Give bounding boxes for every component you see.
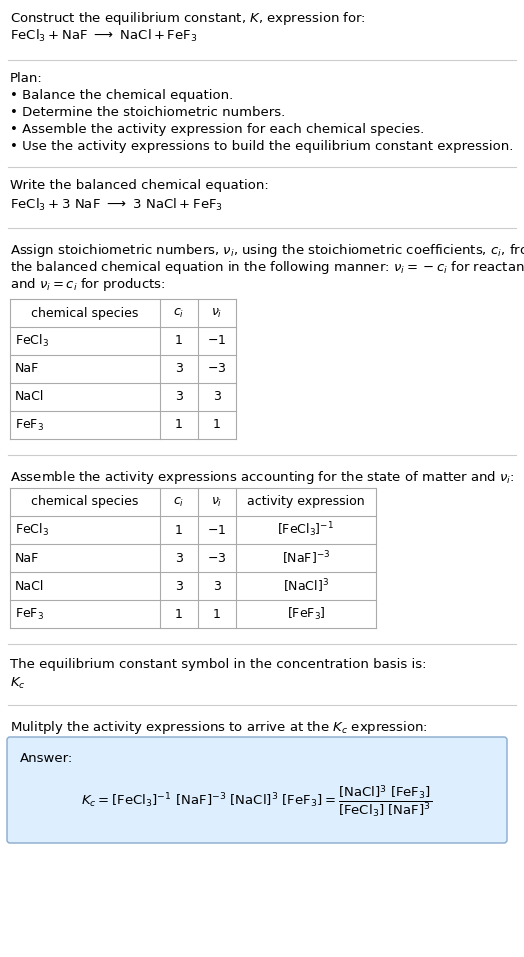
- Text: 3: 3: [175, 551, 183, 565]
- Text: $[\mathrm{NaCl}]^3$: $[\mathrm{NaCl}]^3$: [283, 577, 329, 594]
- Text: $K_c = [\mathrm{FeCl_3}]^{-1}\ [\mathrm{NaF}]^{-3}\ [\mathrm{NaCl}]^3\ [\mathrm{: $K_c = [\mathrm{FeCl_3}]^{-1}\ [\mathrm{…: [81, 784, 433, 820]
- Text: The equilibrium constant symbol in the concentration basis is:: The equilibrium constant symbol in the c…: [10, 658, 427, 671]
- Text: Assemble the activity expressions accounting for the state of matter and $\nu_i$: Assemble the activity expressions accoun…: [10, 469, 515, 486]
- Text: NaF: NaF: [15, 363, 39, 375]
- Text: Write the balanced chemical equation:: Write the balanced chemical equation:: [10, 179, 269, 192]
- Text: 3: 3: [213, 580, 221, 592]
- Text: 1: 1: [175, 418, 183, 432]
- Text: $-3$: $-3$: [208, 363, 227, 375]
- Text: Answer:: Answer:: [20, 752, 73, 765]
- Text: and $\nu_i = c_i$ for products:: and $\nu_i = c_i$ for products:: [10, 276, 166, 293]
- FancyBboxPatch shape: [7, 737, 507, 843]
- Text: $\mathrm{FeCl_3 + 3\ NaF\ \longrightarrow\ 3\ NaCl + FeF_3}$: $\mathrm{FeCl_3 + 3\ NaF\ \longrightarro…: [10, 197, 223, 213]
- Text: $K_c$: $K_c$: [10, 676, 26, 691]
- Text: $-1$: $-1$: [208, 523, 226, 537]
- Text: $c_i$: $c_i$: [173, 496, 184, 508]
- Text: $-3$: $-3$: [208, 551, 227, 565]
- Text: 1: 1: [175, 608, 183, 620]
- Text: $\mathrm{FeF_3}$: $\mathrm{FeF_3}$: [15, 607, 44, 621]
- Text: $\mathrm{FeF_3}$: $\mathrm{FeF_3}$: [15, 417, 44, 433]
- Text: $\mathrm{FeCl_3}$: $\mathrm{FeCl_3}$: [15, 333, 49, 349]
- Text: Mulitply the activity expressions to arrive at the $K_c$ expression:: Mulitply the activity expressions to arr…: [10, 719, 428, 736]
- Text: $[\mathrm{FeF_3}]$: $[\mathrm{FeF_3}]$: [287, 606, 325, 622]
- Text: chemical species: chemical species: [31, 306, 139, 320]
- Text: 1: 1: [175, 335, 183, 347]
- Text: 3: 3: [175, 363, 183, 375]
- Text: $\mathrm{FeCl_3}$: $\mathrm{FeCl_3}$: [15, 522, 49, 538]
- Text: $\nu_i$: $\nu_i$: [211, 306, 223, 320]
- Text: $-1$: $-1$: [208, 335, 226, 347]
- Text: 3: 3: [213, 390, 221, 404]
- Text: 3: 3: [175, 580, 183, 592]
- Text: 3: 3: [175, 390, 183, 404]
- Text: NaF: NaF: [15, 551, 39, 565]
- Text: Assign stoichiometric numbers, $\nu_i$, using the stoichiometric coefficients, $: Assign stoichiometric numbers, $\nu_i$, …: [10, 242, 524, 259]
- Text: chemical species: chemical species: [31, 496, 139, 508]
- Text: 1: 1: [175, 523, 183, 537]
- Text: the balanced chemical equation in the following manner: $\nu_i = -c_i$ for react: the balanced chemical equation in the fo…: [10, 259, 524, 276]
- Text: Plan:: Plan:: [10, 72, 43, 85]
- Text: $c_i$: $c_i$: [173, 306, 184, 320]
- Text: • Balance the chemical equation.: • Balance the chemical equation.: [10, 89, 233, 102]
- Text: activity expression: activity expression: [247, 496, 365, 508]
- Text: $\mathrm{FeCl_3 + NaF\ \longrightarrow\ NaCl + FeF_3}$: $\mathrm{FeCl_3 + NaF\ \longrightarrow\ …: [10, 28, 198, 44]
- Text: $\nu_i$: $\nu_i$: [211, 496, 223, 508]
- Text: $[\mathrm{NaF}]^{-3}$: $[\mathrm{NaF}]^{-3}$: [282, 549, 330, 567]
- Text: $[\mathrm{FeCl_3}]^{-1}$: $[\mathrm{FeCl_3}]^{-1}$: [278, 521, 334, 540]
- Text: • Assemble the activity expression for each chemical species.: • Assemble the activity expression for e…: [10, 123, 424, 136]
- Text: NaCl: NaCl: [15, 580, 45, 592]
- Text: 1: 1: [213, 418, 221, 432]
- Text: • Determine the stoichiometric numbers.: • Determine the stoichiometric numbers.: [10, 106, 285, 119]
- Text: Construct the equilibrium constant, $K$, expression for:: Construct the equilibrium constant, $K$,…: [10, 10, 366, 27]
- Text: NaCl: NaCl: [15, 390, 45, 404]
- Text: 1: 1: [213, 608, 221, 620]
- Text: • Use the activity expressions to build the equilibrium constant expression.: • Use the activity expressions to build …: [10, 140, 514, 153]
